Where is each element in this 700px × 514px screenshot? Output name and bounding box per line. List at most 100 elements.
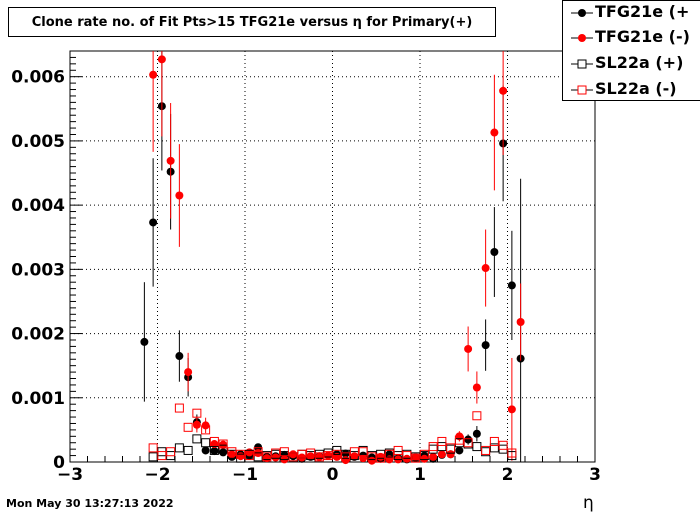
data-point [376, 453, 386, 463]
data-point [262, 454, 271, 463]
data-point [384, 449, 394, 459]
legend-item-tfg21e-minus: TFG21e (-) [563, 26, 700, 50]
data-point [341, 452, 351, 462]
data-point [393, 445, 403, 455]
x-tick-label: −1 [232, 465, 258, 485]
data-point [201, 438, 211, 448]
data-point [419, 449, 429, 459]
chart-title: Clone rate no. of Fit Pts>15 TFG21e vers… [8, 7, 496, 37]
data-point [148, 452, 158, 462]
filled-circle-marker-icon [571, 9, 593, 17]
data-point [218, 439, 228, 449]
x-tick-label: −3 [57, 465, 83, 485]
data-point [183, 445, 193, 455]
data-point [192, 408, 202, 418]
x-tick-label: 1 [414, 465, 426, 485]
data-point [332, 449, 342, 459]
data-point [429, 452, 438, 461]
data-point [324, 451, 333, 460]
data-point [464, 344, 473, 353]
data-point [236, 449, 246, 459]
data-point [297, 449, 307, 459]
data-point [253, 452, 263, 462]
data-point [516, 318, 525, 327]
data-point [157, 451, 167, 461]
open-square-marker-icon [571, 59, 593, 69]
data-point [227, 447, 237, 457]
y-tick-label: 0.005 [11, 132, 65, 152]
data-point [201, 446, 210, 455]
data-point [219, 448, 228, 457]
data-point [437, 442, 447, 452]
y-tick-label: 0.002 [11, 325, 65, 345]
legend-item-sl22a-minus: SL22a (-) [563, 78, 700, 102]
data-point [455, 446, 464, 455]
data-point [411, 453, 421, 463]
data-point [140, 337, 149, 346]
data-point [507, 405, 516, 414]
legend: TFG21e (+ TFG21e (-) SL22a (+) SL22a (-) [562, 0, 700, 101]
data-point [175, 191, 184, 200]
x-tick-label: 3 [589, 465, 601, 485]
data-point [174, 443, 184, 453]
data-point [201, 425, 211, 435]
data-point [314, 452, 324, 462]
open-square-marker-icon [571, 85, 593, 95]
data-point [463, 438, 473, 448]
y-tick-label: 0 [53, 453, 65, 473]
data-point [306, 452, 315, 461]
data-point [236, 452, 245, 461]
filled-circle-marker-icon [571, 34, 593, 42]
data-point [489, 436, 499, 446]
data-point [437, 450, 446, 459]
y-tick-label: 0.004 [11, 196, 65, 216]
data-point [472, 383, 481, 392]
data-point [262, 452, 272, 462]
data-point [393, 451, 403, 461]
x-tick-label: 2 [502, 465, 514, 485]
data-point [323, 451, 333, 461]
data-point [166, 447, 176, 457]
data-point [411, 453, 420, 462]
y-tick-label: 0.003 [11, 260, 65, 280]
x-tick-label: 0 [327, 465, 339, 485]
data-point [175, 352, 184, 361]
data-point [279, 447, 289, 457]
legend-item-tfg21e-plus: TFG21e (+ [563, 1, 700, 25]
datestamp: Mon May 30 13:27:13 2022 [6, 497, 174, 510]
data-point [358, 447, 368, 457]
legend-label-sl22a-minus: SL22a (-) [595, 79, 677, 98]
data-point [192, 420, 201, 429]
data-point [376, 452, 385, 461]
data-point [315, 452, 324, 461]
data-point [253, 447, 263, 457]
data-point [209, 436, 219, 446]
data-point [149, 70, 158, 79]
data-point [489, 443, 499, 453]
data-point [481, 264, 490, 273]
legend-label-sl22a-plus: SL22a (+) [595, 53, 684, 72]
legend-label-tfg21e-minus: TFG21e (-) [595, 27, 690, 46]
data-point [367, 452, 377, 462]
data-point [481, 445, 491, 455]
x-tick-label: −2 [144, 465, 170, 485]
series-3 [148, 403, 517, 463]
legend-label-tfg21e-plus: TFG21e (+ [595, 2, 690, 21]
data-point [507, 281, 516, 290]
data-point [210, 447, 219, 456]
x-axis-label: η [583, 493, 594, 513]
data-point [437, 436, 447, 446]
data-point [244, 451, 254, 461]
plot-frame [69, 50, 596, 463]
data-point [490, 248, 499, 257]
data-point [472, 429, 481, 438]
data-point [454, 435, 464, 445]
data-point [271, 448, 281, 458]
data-point [148, 443, 158, 453]
data-point [297, 453, 306, 462]
data-point [472, 411, 482, 421]
data-point [149, 218, 158, 227]
data-point [209, 445, 219, 455]
data-point [402, 451, 412, 461]
